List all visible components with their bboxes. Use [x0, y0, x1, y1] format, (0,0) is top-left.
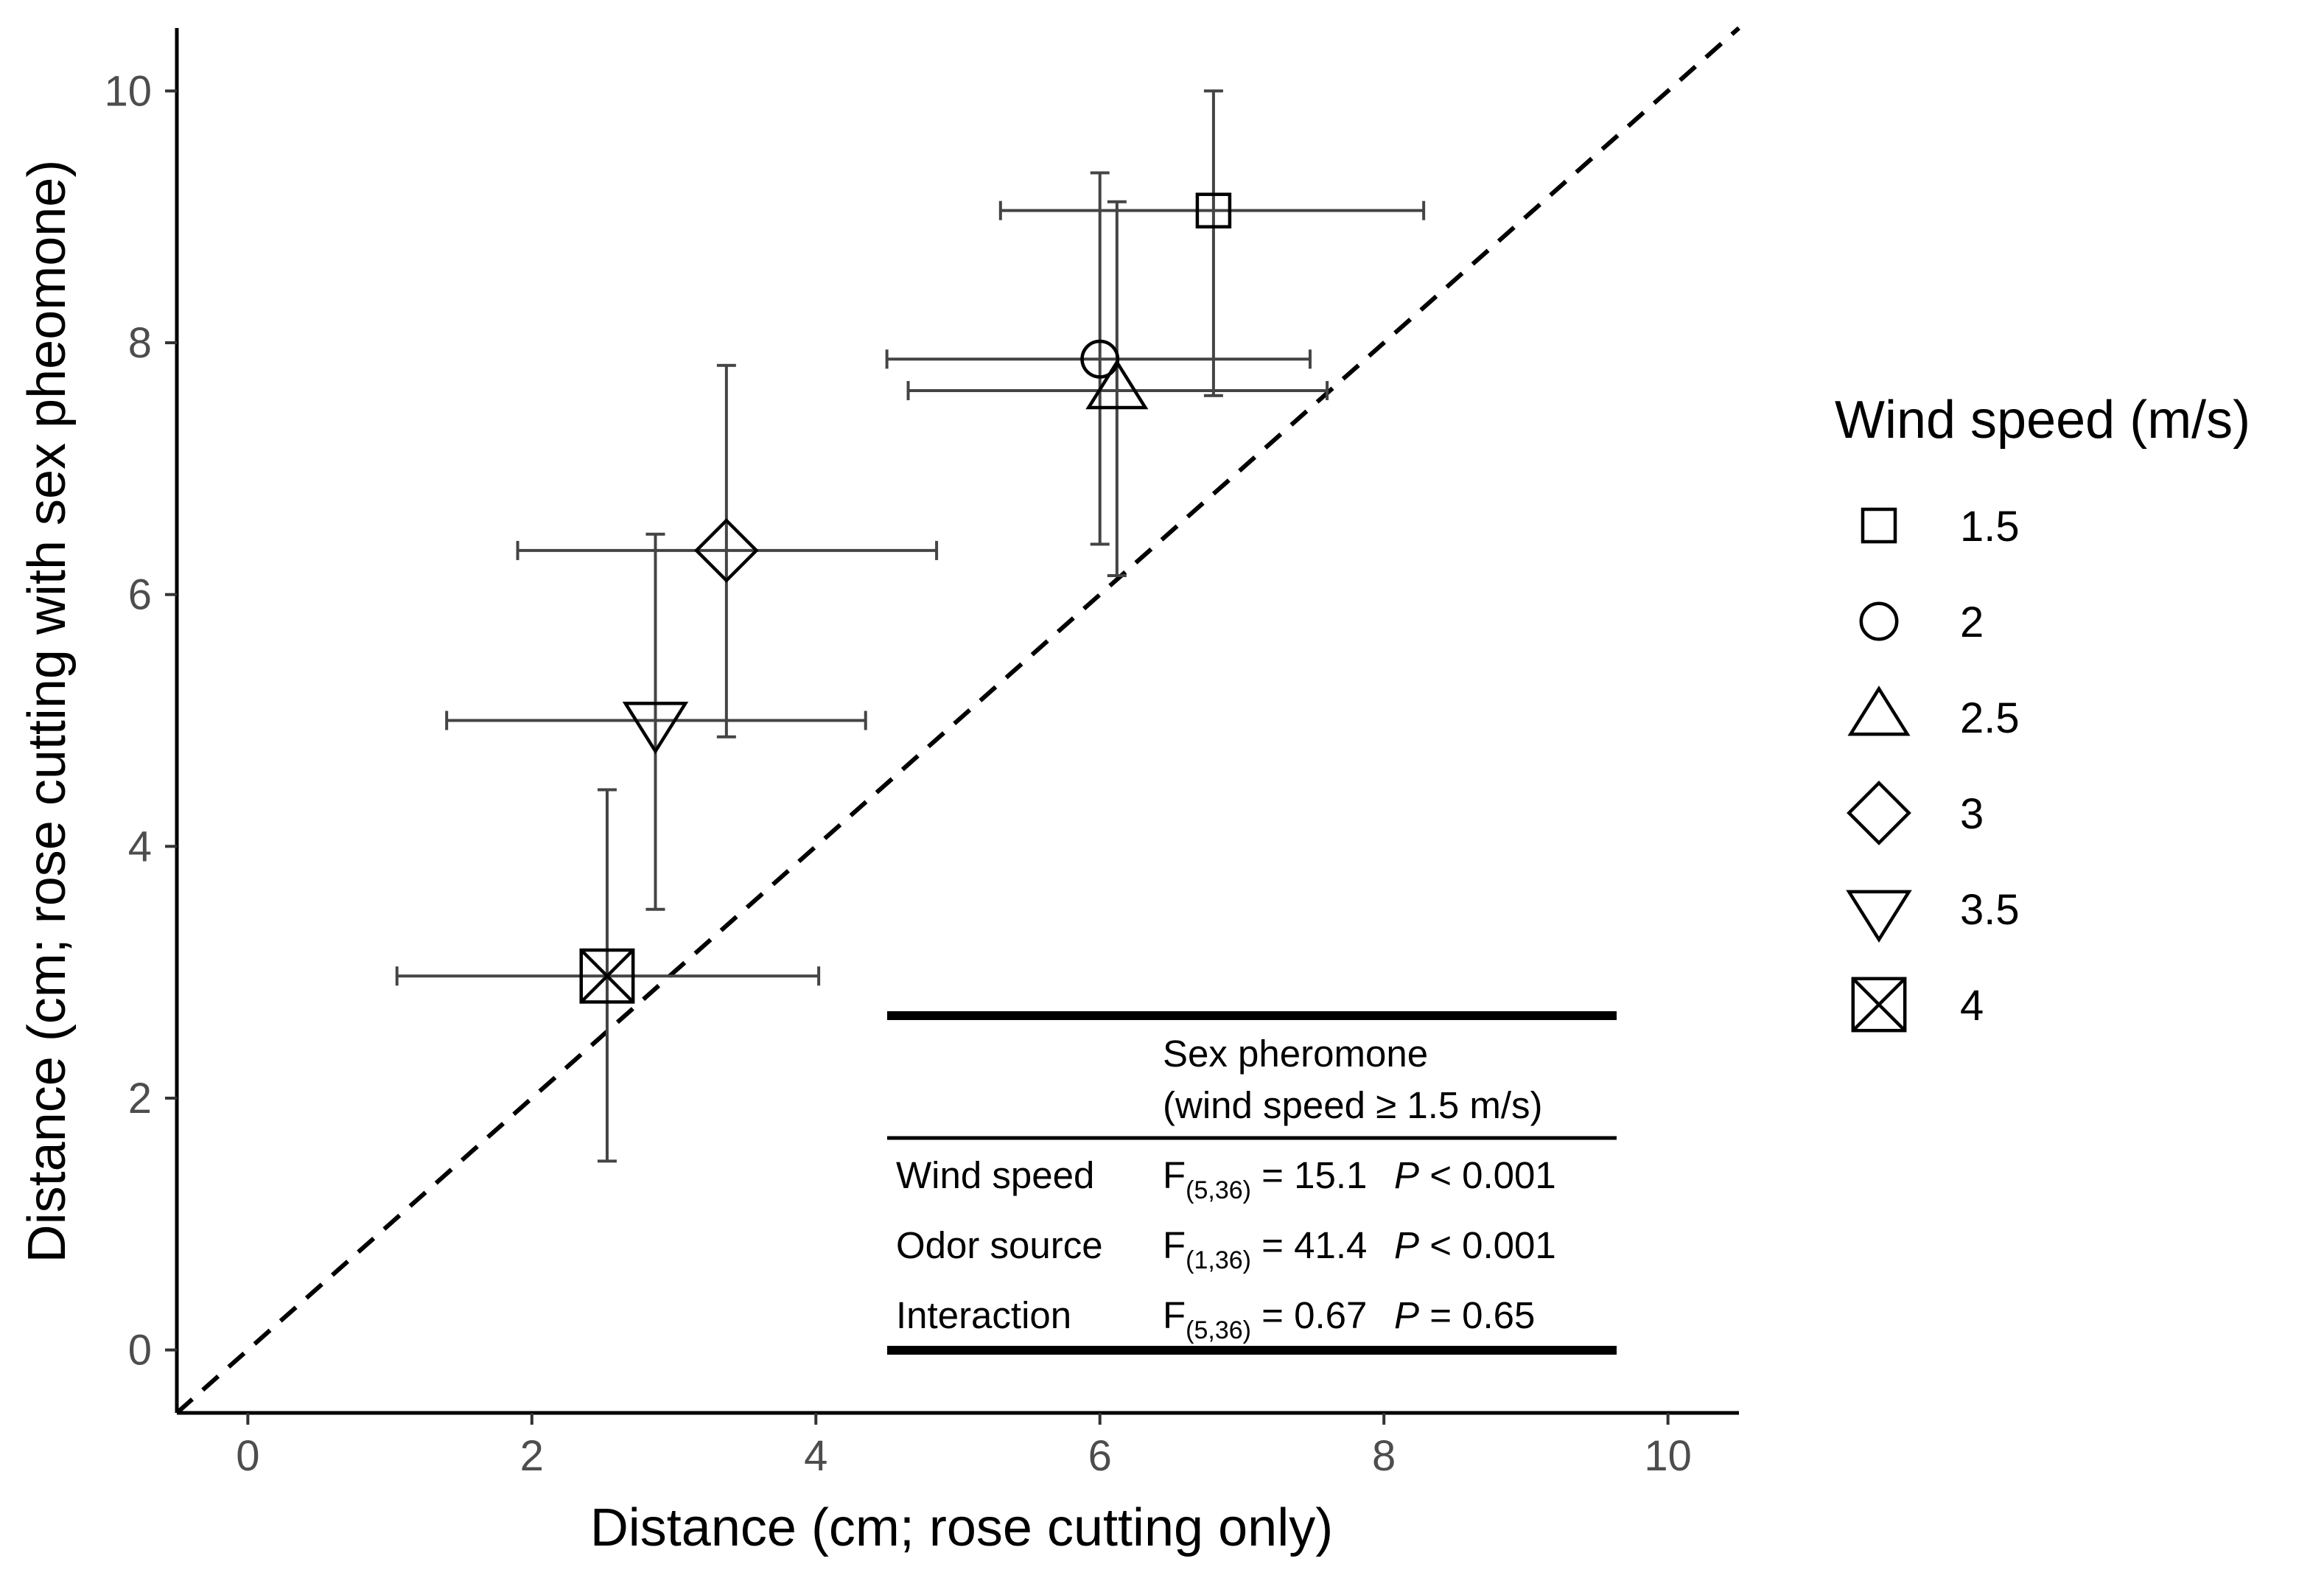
legend-key-3.5	[1846, 890, 1912, 943]
circle-marker	[1080, 339, 1120, 379]
error-bar-2.5	[906, 200, 1329, 578]
identity-reference-line	[175, 26, 1740, 1415]
table-row-statistic: F(5,36) = 15.1	[1163, 1154, 1367, 1204]
table-row-label: Odor source	[896, 1224, 1103, 1266]
square-marker	[1861, 507, 1897, 544]
data-point-2	[1080, 339, 1120, 379]
x-tick-label: 2	[520, 1432, 544, 1480]
y-tick-label: 4	[128, 823, 152, 870]
stats-table: Sex pheromone (wind speed ≥ 1.5 m/s) Wind …	[887, 1011, 1617, 1355]
table-row-statistic: F(1,36) = 41.4	[1163, 1224, 1367, 1274]
triangle-down-marker	[1846, 890, 1912, 943]
legend-label: 3.5	[1960, 886, 2020, 934]
error-bar-1.5	[998, 89, 1426, 397]
legend-label: 1.5	[1960, 503, 2020, 551]
errorbar-layer	[395, 89, 1426, 1163]
table-header-line1: Sex pheromone	[1163, 1033, 1428, 1075]
reference-line-layer	[175, 26, 1740, 1415]
legend: Wind speed (m/s) 1.5 2 2.5 3 3.5 4	[1835, 391, 2250, 1033]
legend-key-1.5	[1861, 507, 1897, 544]
y-tick-label: 6	[128, 571, 152, 619]
table-row-label: Wind speed	[896, 1154, 1094, 1196]
table-row-p-value: P < 0.001	[1394, 1224, 1556, 1266]
y-axis-title: Distance (cm; rose cutting with sex pheo…	[18, 160, 77, 1263]
legend-key-2.5	[1847, 685, 1911, 736]
square-cross-marker	[579, 948, 635, 1004]
diamond-marker	[693, 518, 759, 583]
legend-label: 3	[1960, 790, 1984, 838]
legend-key-3	[1847, 781, 1911, 845]
table-row-p-value: P < 0.001	[1394, 1154, 1556, 1196]
y-tick-label: 10	[104, 67, 152, 115]
data-point-1.5	[1195, 192, 1232, 228]
legend-label: 4	[1960, 982, 1984, 1030]
square-marker	[1195, 192, 1232, 228]
triangle-down-marker	[622, 702, 689, 755]
axes-layer: 0 2 4 6 8 10 0 2 4 6 8 10	[104, 28, 1739, 1480]
legend-label: 2	[1960, 598, 1984, 646]
triangle-up-marker	[1085, 359, 1149, 410]
table-row-p-value: P = 0.65	[1394, 1294, 1535, 1336]
legend-title: Wind speed (m/s)	[1835, 391, 2250, 450]
x-tick-label: 8	[1372, 1432, 1396, 1480]
error-bar-3.5	[445, 532, 867, 911]
data-point-2.5	[1085, 359, 1149, 410]
square-cross-diagonal	[580, 949, 634, 1004]
y-tick-label: 8	[128, 319, 152, 367]
legend-key-4	[1851, 977, 1907, 1033]
table-row-statistic: F(5,36) = 0.67	[1163, 1294, 1367, 1344]
error-bar-2	[885, 171, 1312, 546]
data-point-3.5	[622, 702, 689, 755]
data-point-3	[693, 518, 759, 583]
triangle-up-marker	[1847, 685, 1911, 736]
legend-label: 2.5	[1960, 694, 2020, 742]
error-bar-3	[516, 363, 939, 739]
legend-key-2	[1859, 601, 1899, 641]
point-layer	[579, 192, 1232, 1004]
x-tick-label: 6	[1088, 1432, 1112, 1480]
diamond-marker	[1847, 781, 1911, 845]
x-tick-label: 0	[236, 1432, 259, 1480]
data-point-4	[579, 948, 635, 1004]
table-row-label: Interaction	[896, 1294, 1071, 1336]
x-tick-label: 4	[804, 1432, 827, 1480]
x-tick-label: 10	[1644, 1432, 1692, 1480]
x-axis-title: Distance (cm; rose cutting only)	[590, 1498, 1333, 1557]
table-header-line2: (wind speed ≥ 1.5 m/s)	[1163, 1084, 1543, 1126]
square-cross-diagonal	[1852, 977, 1906, 1032]
square-cross-marker	[1851, 977, 1907, 1033]
circle-marker	[1859, 601, 1899, 641]
y-tick-label: 0	[128, 1327, 152, 1375]
y-tick-label: 2	[128, 1075, 152, 1123]
